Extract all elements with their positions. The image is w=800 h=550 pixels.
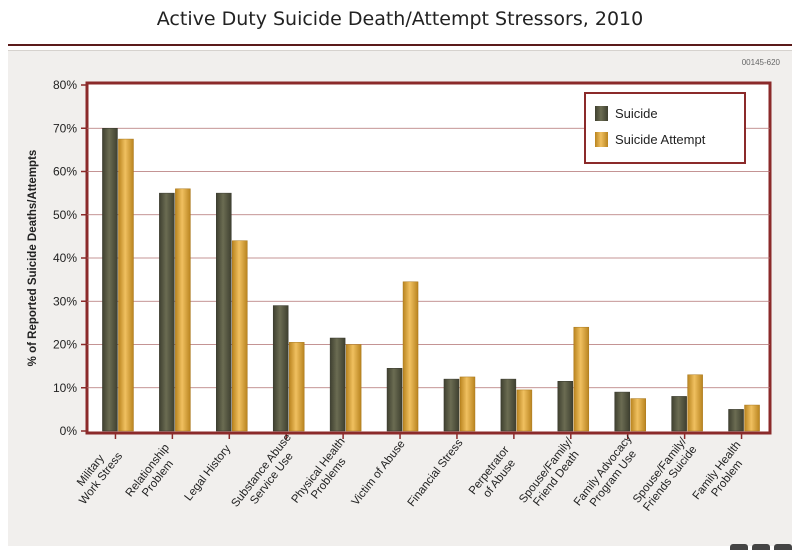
bar-suicide-attempt [744, 404, 760, 432]
bar-suicide-attempt [118, 138, 134, 432]
bar-suicide-attempt [459, 376, 476, 432]
x-tick-label: Financial Stress [406, 437, 466, 509]
document-code: 00145-620 [741, 58, 780, 67]
x-tick-label: Substance AbuseService Use [229, 432, 304, 518]
bar-suicide [216, 192, 232, 432]
legend-label: Suicide [615, 106, 658, 121]
bar-suicide-attempt [232, 240, 248, 432]
bar-suicide [102, 128, 118, 432]
bar-suicide [728, 409, 744, 432]
y-tick-label: 10% [53, 381, 77, 395]
x-tick-label: Family AdvocacyProgram Use [572, 433, 645, 517]
y-tick-label: 30% [53, 294, 77, 308]
bar-suicide [500, 378, 517, 432]
bar-suicide [557, 381, 574, 432]
x-tick-label: RelationshipProblem [124, 442, 183, 507]
legend-swatch-suicide-attempt [595, 132, 608, 147]
bar-suicide-attempt [573, 326, 590, 432]
bar-suicide-attempt [630, 398, 646, 432]
bar-suicide-attempt [345, 344, 362, 432]
bar-suicide-attempt [516, 389, 533, 432]
bar-suicide-attempt [288, 342, 305, 432]
title-divider [8, 44, 792, 46]
y-tick-label: 20% [53, 338, 77, 352]
chart-title: Active Duty Suicide Death/Attempt Stress… [156, 8, 644, 30]
y-tick-label: 0% [60, 424, 78, 438]
footer-tab-icon[interactable] [730, 544, 748, 550]
bar-suicide [329, 337, 346, 432]
y-tick-label: 70% [53, 121, 77, 135]
x-tick-label: Family HealthProblem [691, 439, 754, 510]
legend-label: Suicide Attempt [615, 132, 706, 147]
legend-swatch-suicide [595, 106, 608, 121]
y-tick-label: 50% [53, 208, 77, 222]
x-tick-label: Perpetratorof Abuse [467, 444, 522, 505]
bar-suicide [159, 192, 175, 432]
footer-tab-icon[interactable] [752, 544, 770, 550]
bar-suicide [614, 391, 630, 432]
y-tick-label: 80% [53, 78, 77, 92]
y-tick-label: 60% [53, 165, 77, 179]
x-tick-label: Spouse/Family/Friends Suicide [631, 435, 700, 513]
legend-box [584, 92, 746, 164]
x-tick-label: Victim of Abuse [350, 438, 408, 508]
bar-suicide [671, 396, 687, 432]
x-tick-label: Physical HealthProblems [289, 436, 358, 514]
bar-suicide-attempt [175, 188, 191, 432]
y-axis-label: % of Reported Suicide Deaths/Attempts [27, 150, 39, 367]
bar-suicide [386, 368, 403, 432]
bar-suicide [443, 378, 460, 432]
bar-suicide-attempt [687, 374, 703, 432]
y-tick-label: 40% [53, 251, 77, 265]
footer-tab-icon[interactable] [774, 544, 792, 550]
footer-toolbar [730, 544, 792, 550]
bar-suicide [272, 305, 289, 432]
bar-suicide-attempt [402, 281, 419, 432]
x-tick-label: MilitaryWork Stress [67, 442, 125, 507]
x-tick-label: Legal History [183, 443, 234, 503]
